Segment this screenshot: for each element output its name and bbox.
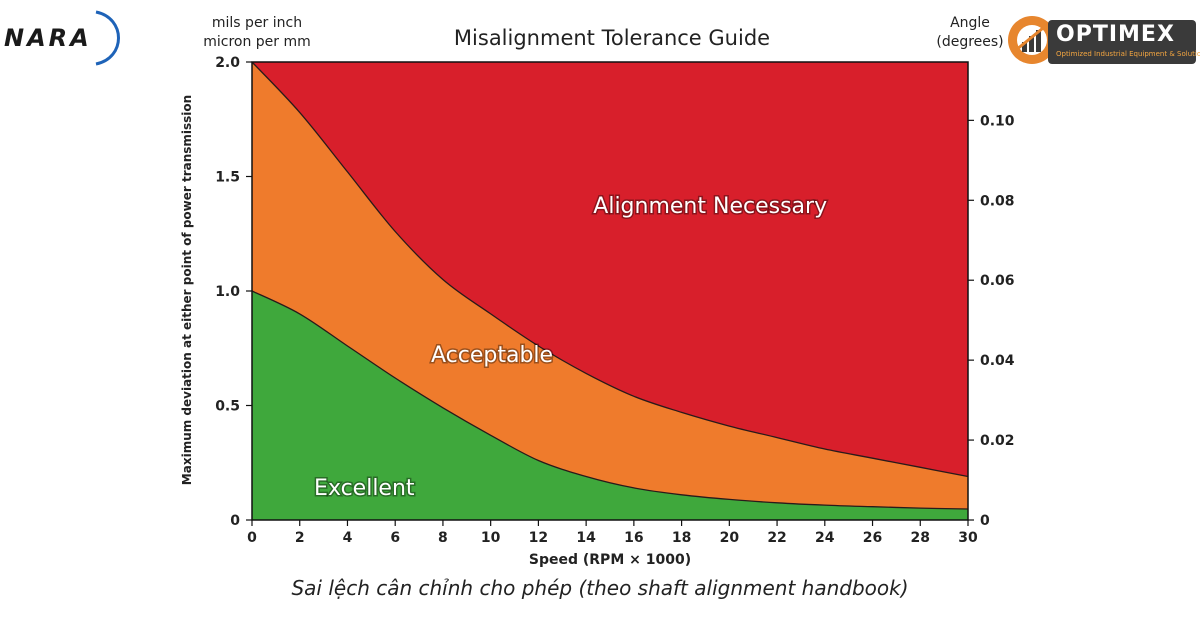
left-units-line-1: mils per inch <box>212 15 302 31</box>
gear-chart-icon <box>1008 16 1056 64</box>
y2-tick-label: 0.02 <box>980 433 1015 449</box>
left-units-line-2: micron per mm <box>203 34 311 50</box>
y-tick-label: 0.5 <box>215 399 240 415</box>
x-tick-label: 28 <box>911 530 930 546</box>
right-y-axis-ticks: 0 0.02 0.04 0.06 0.08 0.10 <box>968 113 1015 529</box>
zone-area-excellent <box>252 291 968 520</box>
right-units-line-1: Angle <box>950 15 990 31</box>
x-tick-label: 2 <box>295 530 305 546</box>
optimex-badge <box>1048 20 1196 64</box>
zone-areas <box>252 62 968 520</box>
right-units-line-2: (degrees) <box>936 34 1003 50</box>
y-tick-label: 1.0 <box>215 284 240 300</box>
excellent-boundary-line <box>251 290 969 510</box>
y-axis-label: Maximum deviation at either point of pow… <box>180 95 194 485</box>
x-tick-label: 16 <box>624 530 643 546</box>
x-tick-label: 6 <box>390 530 400 546</box>
x-tick-label: 26 <box>863 530 882 546</box>
x-tick-label: 18 <box>672 530 691 546</box>
x-axis-label: Speed (RPM × 1000) <box>529 552 691 568</box>
x-tick-label: 0 <box>247 530 257 546</box>
acceptable-boundary-line <box>251 61 969 478</box>
y2-tick-label: 0.10 <box>980 113 1015 129</box>
x-tick-label: 8 <box>438 530 448 546</box>
zone-label-excellent: Excellent <box>314 476 415 501</box>
zone-boundaries <box>251 61 969 510</box>
x-tick-label: 22 <box>767 530 786 546</box>
y2-tick-label: 0.04 <box>980 353 1015 369</box>
chart-title: Misalignment Tolerance Guide <box>454 26 770 50</box>
y2-tick-label: 0 <box>980 513 990 529</box>
x-tick-label: 12 <box>529 530 548 546</box>
nara-logo-text: NARA <box>4 24 92 52</box>
figure-caption: Sai lệch cân chỉnh cho phép (theo shaft … <box>291 576 909 600</box>
x-axis-ticks: 0 2 4 6 8 10 12 14 16 18 20 22 24 26 28 30 <box>247 520 978 546</box>
x-tick-label: 14 <box>576 530 596 546</box>
y-tick-label: 0 <box>230 513 240 529</box>
optimex-tagline: Optimized Industrial Equipment & Solutio… <box>1056 50 1200 58</box>
y-tick-label: 1.5 <box>215 170 240 186</box>
left-y-axis-ticks: 0 0.5 1.0 1.5 2.0 <box>215 55 252 529</box>
zone-label-alignment-necessary: Alignment Necessary <box>593 194 827 219</box>
y2-tick-label: 0.06 <box>980 273 1015 289</box>
y-tick-label: 2.0 <box>215 55 240 71</box>
nara-logo: NARA <box>4 8 128 68</box>
x-tick-label: 24 <box>815 530 835 546</box>
optimex-logo: OPTIMEX Optimized Industrial Equipment &… <box>1002 6 1200 72</box>
nara-swoosh-icon <box>95 10 120 66</box>
x-tick-label: 30 <box>958 530 978 546</box>
optimex-logo-text: OPTIMEX <box>1056 22 1175 47</box>
y2-tick-label: 0.08 <box>980 193 1015 209</box>
zone-label-acceptable: Acceptable <box>431 343 553 368</box>
x-tick-label: 10 <box>481 530 501 546</box>
x-tick-label: 4 <box>343 530 353 546</box>
x-tick-label: 20 <box>720 530 740 546</box>
zone-labels: Excellent Acceptable Alignment Necessary <box>313 193 829 503</box>
